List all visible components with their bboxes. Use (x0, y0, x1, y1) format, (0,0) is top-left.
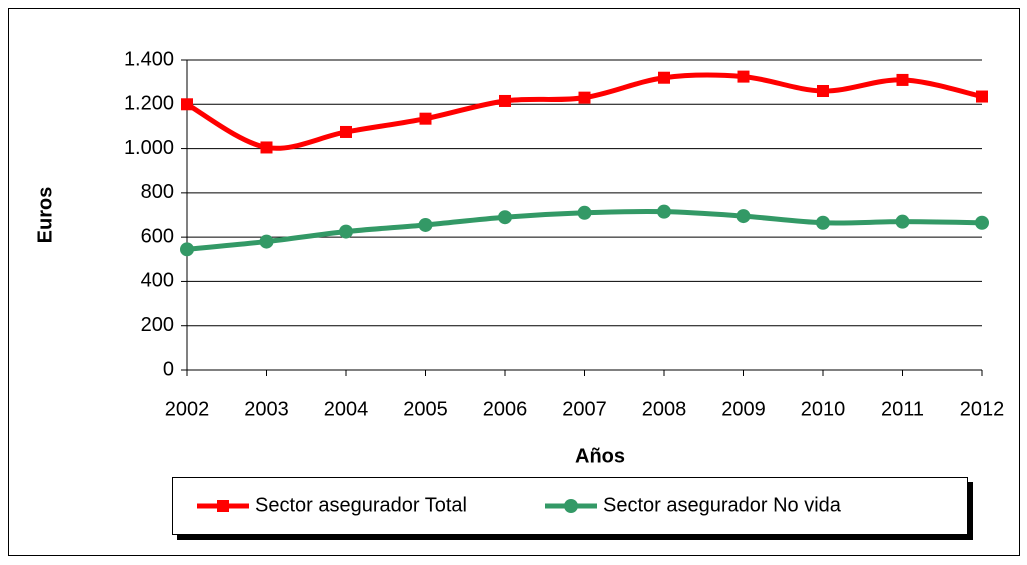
y-axis-title: Euros (34, 187, 56, 244)
x-tick-label: 2007 (562, 398, 607, 420)
data-point (339, 224, 353, 239)
data-point (418, 217, 433, 232)
data-point (976, 90, 988, 103)
data-point (817, 85, 829, 97)
data-point (498, 210, 512, 225)
x-tick-label: 2006 (483, 398, 528, 420)
data-point (180, 242, 194, 257)
data-point (259, 234, 274, 249)
x-tick-label: 2009 (721, 398, 766, 420)
x-axis-title: Años (575, 445, 625, 467)
x-tick-label: 2011 (881, 398, 924, 420)
data-point (578, 91, 591, 104)
data-point (340, 125, 352, 138)
data-point (419, 112, 432, 125)
legend-label: Sector asegurador Total (255, 494, 467, 516)
x-tick-label: 2010 (801, 398, 846, 420)
legend-marker (217, 500, 229, 512)
data-point (816, 215, 830, 230)
y-tick-label: 600 (141, 225, 174, 247)
y-tick-label: 800 (141, 181, 174, 203)
x-tick-label: 2012 (960, 398, 1005, 420)
x-tick-label: 2004 (324, 398, 369, 420)
x-tick-label: 2005 (403, 398, 448, 420)
y-tick-label: 0 (163, 358, 174, 380)
data-point (896, 73, 909, 86)
data-point (737, 70, 750, 83)
y-tick-label: 1.000 (124, 137, 174, 159)
data-point (577, 205, 592, 220)
y-tick-label: 1.200 (124, 93, 174, 115)
data-point (499, 94, 511, 107)
x-tick-label: 2008 (642, 398, 687, 420)
x-tick-label: 2002 (165, 398, 210, 420)
data-point (657, 204, 671, 219)
data-point (895, 214, 910, 229)
x-tick-label: 2003 (244, 398, 289, 420)
data-point (975, 215, 989, 230)
y-tick-label: 200 (141, 314, 174, 336)
data-point (181, 98, 193, 111)
data-point (658, 71, 670, 84)
data-point (260, 141, 273, 154)
y-tick-label: 1.400 (124, 48, 174, 70)
y-tick-label: 400 (141, 270, 174, 292)
legend-marker (564, 499, 578, 513)
data-point (736, 209, 751, 224)
legend-label: Sector asegurador No vida (603, 494, 842, 516)
